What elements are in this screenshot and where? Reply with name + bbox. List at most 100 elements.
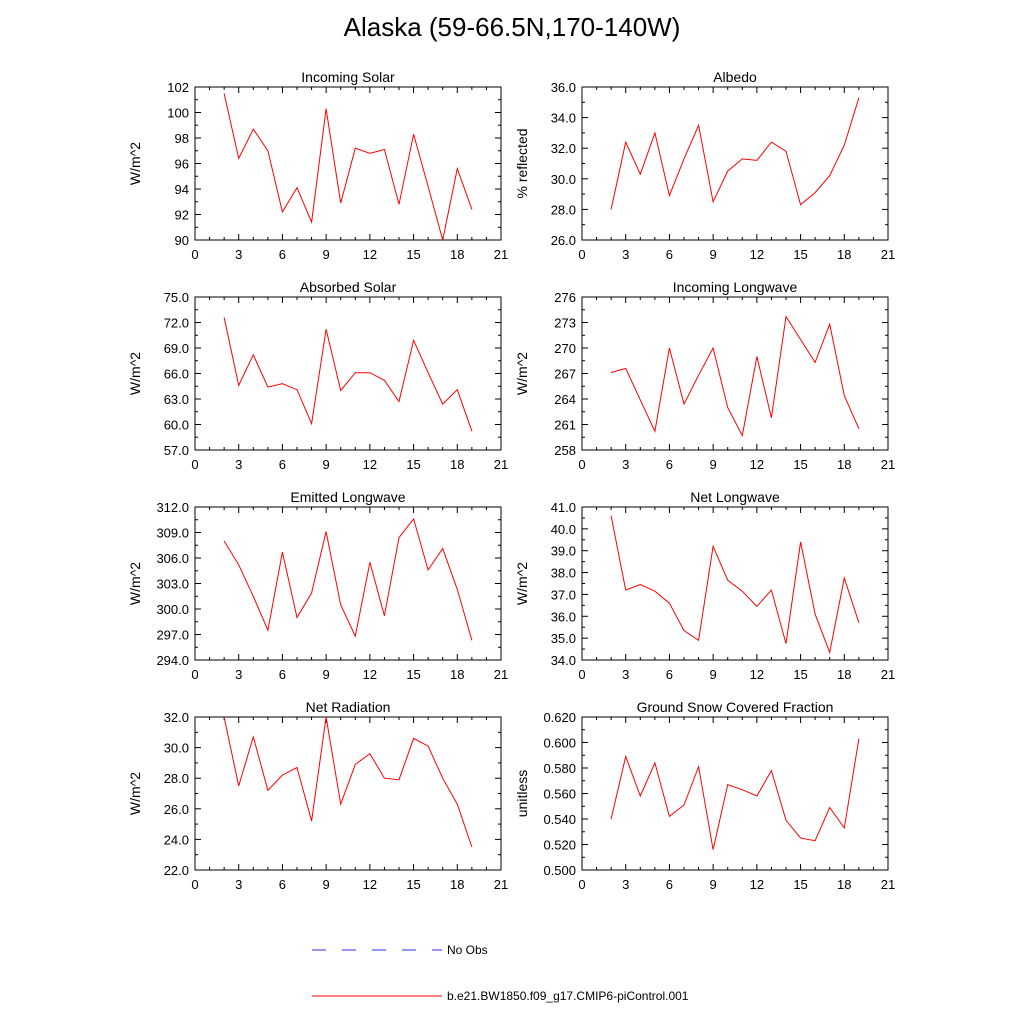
x-tick-label: 6 <box>279 247 286 262</box>
x-tick-label: 3 <box>622 457 629 472</box>
panel-2: 0 3 6 9 12 15 18 21 26.0 28.0 30.0 32.0 34.0 36.0 Albe… <box>514 69 895 262</box>
panel-1: 0 3 6 9 12 15 18 21 90 92 94 96 98 100 102 Incoming Sol… <box>127 69 508 262</box>
y-tick-label: 303.0 <box>156 577 189 592</box>
panel-8: 0 3 6 9 12 15 18 21 0.500 0.520 0.540 0.560 0.580 0.6… <box>514 699 895 892</box>
plot-frame <box>581 716 889 871</box>
x-tick-label: 18 <box>450 877 464 892</box>
x-tick-label: 15 <box>793 247 807 262</box>
x-tick-label: 9 <box>323 877 330 892</box>
x-tick-label: 0 <box>191 667 198 682</box>
y-tick-label: 75.0 <box>164 290 189 305</box>
y-tick-label: 297.0 <box>156 628 189 643</box>
y-axis-label: W/m^2 <box>514 562 530 605</box>
x-tick-label: 18 <box>450 457 464 472</box>
y-tick-label: 309.0 <box>156 526 189 541</box>
x-tick-label: 15 <box>793 667 807 682</box>
plot-frame <box>581 86 889 241</box>
y-tick-label: 98 <box>175 131 189 146</box>
y-tick-label: 100 <box>167 106 189 121</box>
y-tick-label: 0.540 <box>543 812 576 827</box>
y-tick-label: 273 <box>554 316 576 331</box>
x-tick-label: 15 <box>793 457 807 472</box>
x-tick-label: 12 <box>750 247 764 262</box>
x-tick-label: 9 <box>710 877 717 892</box>
x-tick-label: 0 <box>578 667 585 682</box>
x-tick-label: 18 <box>837 247 851 262</box>
y-axis-label: W/m^2 <box>514 352 530 395</box>
y-tick-label: 94 <box>175 182 189 197</box>
y-tick-label: 92 <box>175 208 189 223</box>
panel-title: Net Longwave <box>690 489 780 505</box>
y-tick-label: 300.0 <box>156 602 189 617</box>
x-tick-label: 18 <box>837 667 851 682</box>
y-tick-label: 0.500 <box>543 863 576 878</box>
x-tick-label: 6 <box>666 247 673 262</box>
x-tick-label: 21 <box>494 667 508 682</box>
x-tick-label: 18 <box>450 667 464 682</box>
y-tick-label: 60.0 <box>164 418 189 433</box>
y-axis-label: W/m^2 <box>127 352 143 395</box>
series-line <box>223 716 473 848</box>
y-tick-label: 306.0 <box>156 551 189 566</box>
y-axis-label: W/m^2 <box>127 142 143 185</box>
panel-title: Ground Snow Covered Fraction <box>637 699 834 715</box>
x-tick-label: 21 <box>494 247 508 262</box>
panel-4: 0 3 6 9 12 15 18 21 258 261 264 267 270 273 276 Incomin… <box>514 279 895 472</box>
y-tick-label: 41.0 <box>551 500 576 515</box>
x-tick-label: 15 <box>406 877 420 892</box>
series-line <box>610 515 860 655</box>
panel-7: 0 3 6 9 12 15 18 21 22.0 24.0 26.0 28.0 30.0 32.0 Net … <box>127 699 508 892</box>
y-tick-label: 96 <box>175 157 189 172</box>
series-line <box>610 738 860 850</box>
figure-title: Alaska (59-66.5N,170-140W) <box>343 12 681 42</box>
series-line <box>610 315 860 438</box>
panel-title: Albedo <box>713 69 757 85</box>
x-tick-label: 3 <box>622 877 629 892</box>
x-tick-label: 15 <box>406 457 420 472</box>
x-tick-label: 3 <box>622 667 629 682</box>
x-tick-label: 6 <box>279 667 286 682</box>
y-tick-label: 267 <box>554 367 576 382</box>
panel-title: Incoming Solar <box>301 69 395 85</box>
plot-frame <box>581 506 889 661</box>
panel-title: Net Radiation <box>306 699 391 715</box>
panel-5: 0 3 6 9 12 15 18 21 294.0 297.0 300.0 303.0 306.0 309… <box>127 489 508 682</box>
x-tick-label: 15 <box>793 877 807 892</box>
x-tick-label: 0 <box>191 457 198 472</box>
x-tick-label: 6 <box>666 667 673 682</box>
y-tick-label: 72.0 <box>164 316 189 331</box>
y-tick-label: 40.0 <box>551 522 576 537</box>
x-tick-label: 0 <box>191 247 198 262</box>
y-axis-label: W/m^2 <box>127 562 143 605</box>
x-tick-label: 9 <box>710 247 717 262</box>
series-line <box>610 97 860 210</box>
y-tick-label: 0.520 <box>543 838 576 853</box>
y-tick-label: 63.0 <box>164 392 189 407</box>
series-line <box>223 93 473 241</box>
x-tick-label: 6 <box>666 877 673 892</box>
x-tick-label: 6 <box>666 457 673 472</box>
y-tick-label: 270 <box>554 341 576 356</box>
y-tick-label: 57.0 <box>164 443 189 458</box>
x-tick-label: 15 <box>406 667 420 682</box>
y-tick-label: 26.0 <box>551 233 576 248</box>
x-tick-label: 3 <box>235 247 242 262</box>
y-tick-label: 0.620 <box>543 710 576 725</box>
y-tick-label: 0.580 <box>543 761 576 776</box>
x-tick-label: 9 <box>323 247 330 262</box>
y-tick-label: 24.0 <box>164 832 189 847</box>
x-tick-label: 21 <box>494 457 508 472</box>
plot-frame <box>194 716 502 871</box>
y-tick-label: 258 <box>554 443 576 458</box>
plot-frame <box>194 296 502 451</box>
series-line <box>223 517 473 641</box>
x-tick-label: 12 <box>363 667 377 682</box>
y-tick-label: 102 <box>167 80 189 95</box>
y-tick-label: 90 <box>175 233 189 248</box>
x-tick-label: 21 <box>494 877 508 892</box>
y-tick-label: 22.0 <box>164 863 189 878</box>
plot-frame <box>194 86 502 241</box>
y-tick-label: 36.0 <box>551 609 576 624</box>
y-tick-label: 32.0 <box>164 710 189 725</box>
